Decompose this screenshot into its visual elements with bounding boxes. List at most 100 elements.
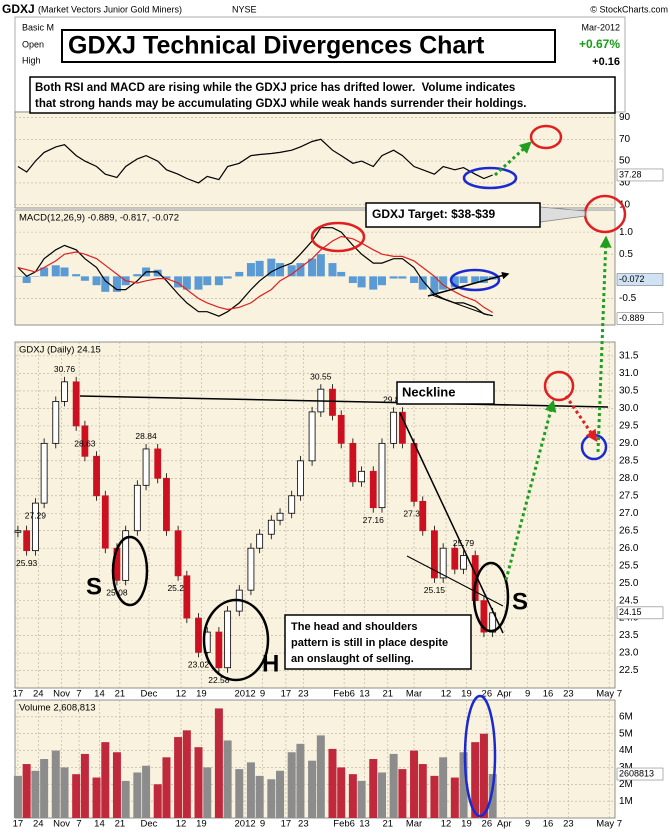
value-label: 30.55 xyxy=(310,371,332,381)
last-value-box xyxy=(616,273,664,286)
x-tick-label: 16 xyxy=(543,819,554,830)
x-tick-label: May 7 xyxy=(596,819,622,830)
candle-body xyxy=(308,411,316,462)
x-tick-label: 19 xyxy=(461,689,472,700)
volume-bar xyxy=(80,753,89,818)
candle-body xyxy=(72,381,80,427)
exchange: NYSE xyxy=(232,4,257,14)
candle-body xyxy=(398,411,406,444)
histogram-bar xyxy=(471,276,480,283)
panels: 10305070901.00.5-0.522.523.023.524.024.5… xyxy=(13,16,639,830)
volume-bar xyxy=(112,752,121,818)
volume-bar xyxy=(471,742,480,818)
y-tick-label: 23.0 xyxy=(619,648,639,659)
volume-bar xyxy=(255,775,264,818)
value-label: 25.93 xyxy=(16,558,38,568)
y-tick-label: 25.0 xyxy=(619,578,639,589)
x-tick-label: 21 xyxy=(115,819,126,830)
histogram-bar xyxy=(112,276,121,292)
histogram-bar xyxy=(194,276,203,290)
value-label: 28.63 xyxy=(74,439,96,449)
y-tick-label: 28.5 xyxy=(619,455,639,466)
last-value-box xyxy=(616,168,664,182)
x-tick-label: Feb6 xyxy=(333,819,355,830)
candle-body xyxy=(52,401,60,444)
histogram-bar xyxy=(418,276,427,290)
histogram-bar xyxy=(133,274,142,277)
volume-bar xyxy=(418,764,427,818)
x-tick-label: 19 xyxy=(196,689,207,700)
volume-bar xyxy=(214,708,223,818)
x-tick-label: Dec xyxy=(141,819,158,830)
y-tick-label: 26.0 xyxy=(619,543,639,554)
histogram-bar xyxy=(430,276,439,295)
x-tick-label: 14 xyxy=(94,819,105,830)
credit: © StockCharts.com xyxy=(590,4,668,14)
candle-body xyxy=(14,530,22,533)
panel-label: Volume 2,608,813 xyxy=(19,703,96,714)
x-tick-label: 19 xyxy=(461,819,472,830)
x-tick-label: 9 xyxy=(260,819,265,830)
value-label: 30.76 xyxy=(54,364,76,374)
volume-bar xyxy=(459,752,468,818)
candle-body xyxy=(256,533,264,549)
volume-bar xyxy=(246,762,255,818)
x-tick-label: 12 xyxy=(176,689,187,700)
value-label: 25.21 xyxy=(167,583,189,593)
histogram-bar xyxy=(389,276,398,279)
candle-body xyxy=(390,411,398,444)
candle-body xyxy=(378,442,386,509)
pattern-label: S xyxy=(86,573,102,600)
histogram-bar xyxy=(459,276,468,283)
volume-bar xyxy=(101,742,110,818)
circle xyxy=(472,561,510,633)
volume-bar xyxy=(133,772,142,818)
y-tick-label: 90 xyxy=(619,112,631,123)
candle-body xyxy=(419,500,427,532)
x-tick-label: 12 xyxy=(441,819,452,830)
candle-body xyxy=(358,470,366,483)
histogram-bar xyxy=(235,271,244,277)
candle-body xyxy=(337,414,345,444)
histogram-bar xyxy=(80,276,89,281)
volume-bar xyxy=(348,774,357,818)
histogram-bar xyxy=(316,254,325,277)
y-tick-label: 31.0 xyxy=(619,368,639,379)
neckline-box xyxy=(396,381,495,405)
volume-bar xyxy=(450,777,459,818)
volume-bar xyxy=(174,737,183,818)
y-tick-label: 28.0 xyxy=(619,473,639,484)
target-box xyxy=(365,202,541,228)
histogram-bar xyxy=(450,276,459,288)
circle xyxy=(462,166,518,190)
histogram-bar xyxy=(92,276,101,286)
candle-body xyxy=(460,555,467,570)
value-label: 27.29 xyxy=(25,510,47,520)
line xyxy=(17,235,494,314)
volume-bar xyxy=(479,733,488,818)
y-tick-label: 22.5 xyxy=(619,665,639,676)
y-tick-label: 1M xyxy=(619,796,633,807)
candle-body xyxy=(439,547,447,579)
histogram-bar xyxy=(174,276,183,288)
x-tick-label: Nov xyxy=(53,689,70,700)
value-label: 25.15 xyxy=(424,585,446,595)
x-tick-label: 7 xyxy=(76,689,81,700)
company-name: (Market Vectors Junior Gold Miners) xyxy=(38,4,182,14)
y-tick-label: 23.5 xyxy=(619,630,639,641)
volume-bar xyxy=(276,770,285,818)
histogram-bar xyxy=(287,265,296,277)
x-tick-label: 14 xyxy=(94,689,105,700)
candle-body xyxy=(31,502,39,552)
histogram-bar xyxy=(308,258,317,277)
circle xyxy=(449,268,501,292)
x-tick-label: 17 xyxy=(281,689,292,700)
x-tick-label: 16 xyxy=(543,689,554,700)
pattern-label: S xyxy=(512,588,528,615)
volume-bar xyxy=(389,753,398,818)
x-tick-label: 23 xyxy=(298,819,309,830)
volume-bar xyxy=(398,769,407,818)
y-tick-label: 31.5 xyxy=(619,351,639,362)
candle-body xyxy=(40,442,48,504)
histogram-bar xyxy=(479,276,488,283)
